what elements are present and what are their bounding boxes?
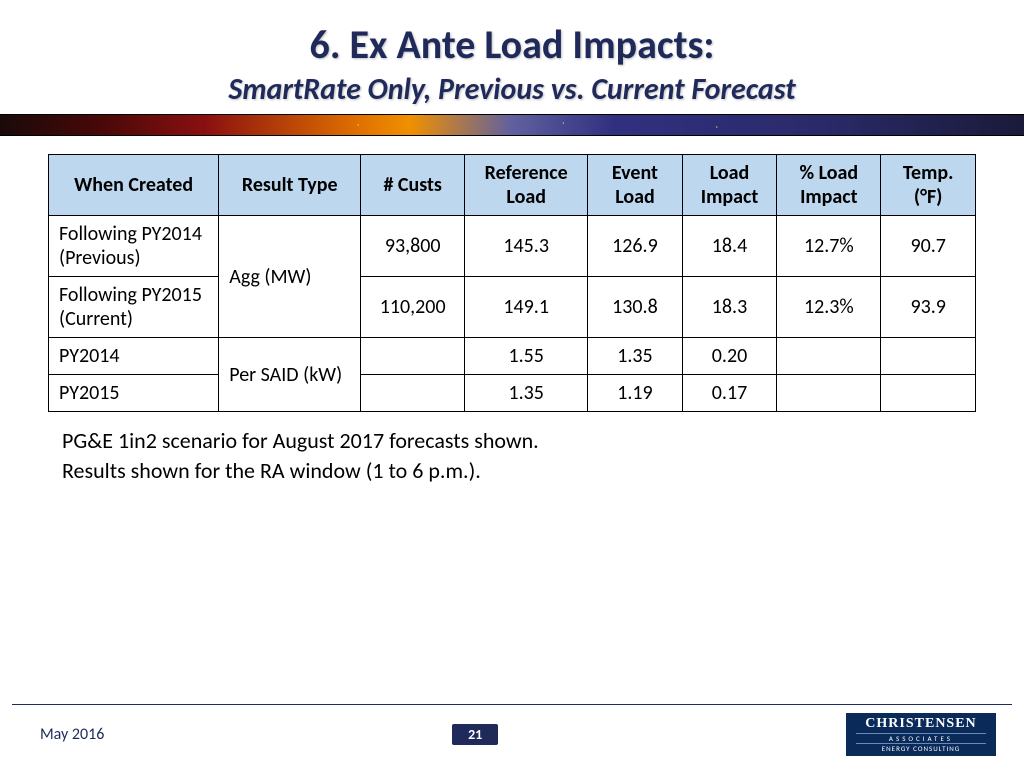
- table-cell: 18.3: [682, 277, 777, 338]
- table-cell: 126.9: [588, 216, 683, 277]
- table-cell: 149.1: [465, 277, 588, 338]
- table-cell: Agg (MW): [219, 216, 361, 338]
- footer-divider: [12, 704, 1012, 705]
- col-header: # Custs: [361, 155, 465, 216]
- table-cell: 1.35: [588, 338, 683, 375]
- table-head: When CreatedResult Type# CustsReferenceL…: [49, 155, 976, 216]
- table-cell: [777, 338, 881, 375]
- table-cell: 93.9: [881, 277, 976, 338]
- decorative-banner: [0, 114, 1024, 136]
- col-header: Result Type: [219, 155, 361, 216]
- col-header: Temp.(°F): [881, 155, 976, 216]
- table-row: PY2014Per SAID (kW)1.551.350.20: [49, 338, 976, 375]
- content-area: When CreatedResult Type# CustsReferenceL…: [0, 136, 1024, 485]
- table-cell: 110,200: [361, 277, 465, 338]
- table-cell: 0.17: [682, 375, 777, 412]
- table-cell: [881, 375, 976, 412]
- col-header: LoadImpact: [682, 155, 777, 216]
- page-number: 21: [452, 724, 498, 745]
- table-cell: 93,800: [361, 216, 465, 277]
- logo-line3: ENERGY CONSULTING: [856, 743, 986, 752]
- logo-line1: CHRISTENSEN: [856, 717, 986, 731]
- table-cell: PY2014: [49, 338, 219, 375]
- slide: 6. Ex Ante Load Impacts: SmartRate Only,…: [0, 0, 1024, 768]
- table-cell: 18.4: [682, 216, 777, 277]
- table-cell: 90.7: [881, 216, 976, 277]
- load-impacts-table: When CreatedResult Type# CustsReferenceL…: [48, 154, 976, 412]
- col-header: % LoadImpact: [777, 155, 881, 216]
- slide-footer: May 2016 21 CHRISTENSEN ASSOCIATES ENERG…: [0, 704, 1024, 756]
- footnote-line: Results shown for the RA window (1 to 6 …: [62, 456, 976, 486]
- col-header: ReferenceLoad: [465, 155, 588, 216]
- title-block: 6. Ex Ante Load Impacts: SmartRate Only,…: [0, 0, 1024, 108]
- slide-title: 6. Ex Ante Load Impacts:: [0, 20, 1024, 69]
- table-cell: 145.3: [465, 216, 588, 277]
- table-cell: 1.55: [465, 338, 588, 375]
- table-cell: [361, 338, 465, 375]
- table-cell: 1.35: [465, 375, 588, 412]
- table-cell: Per SAID (kW): [219, 338, 361, 412]
- table-cell: [881, 338, 976, 375]
- slide-subtitle: SmartRate Only, Previous vs. Current For…: [0, 71, 1024, 108]
- footnote-line: PG&E 1in2 scenario for August 2017 forec…: [62, 426, 976, 456]
- table-cell: PY2015: [49, 375, 219, 412]
- footnote: PG&E 1in2 scenario for August 2017 forec…: [48, 426, 976, 485]
- col-header: EventLoad: [588, 155, 683, 216]
- table-cell: 12.3%: [777, 277, 881, 338]
- footer-row: May 2016 21 CHRISTENSEN ASSOCIATES ENERG…: [0, 713, 1024, 756]
- table-cell: 130.8: [588, 277, 683, 338]
- table-cell: Following PY2015 (Current): [49, 277, 219, 338]
- table-row: Following PY2014 (Previous)Agg (MW)93,80…: [49, 216, 976, 277]
- col-header: When Created: [49, 155, 219, 216]
- footer-date: May 2016: [40, 725, 104, 744]
- table-cell: 1.19: [588, 375, 683, 412]
- table-row: PY2015 1.351.190.17: [49, 375, 976, 412]
- table-row: Following PY2015 (Current) 110,200149.113…: [49, 277, 976, 338]
- table-cell: [777, 375, 881, 412]
- table-cell: [361, 375, 465, 412]
- company-logo: CHRISTENSEN ASSOCIATES ENERGY CONSULTING: [846, 713, 996, 756]
- table-cell: Following PY2014 (Previous): [49, 216, 219, 277]
- table-body: Following PY2014 (Previous)Agg (MW)93,80…: [49, 216, 976, 412]
- logo-line2: ASSOCIATES: [856, 733, 986, 742]
- table-cell: 12.7%: [777, 216, 881, 277]
- table-cell: 0.20: [682, 338, 777, 375]
